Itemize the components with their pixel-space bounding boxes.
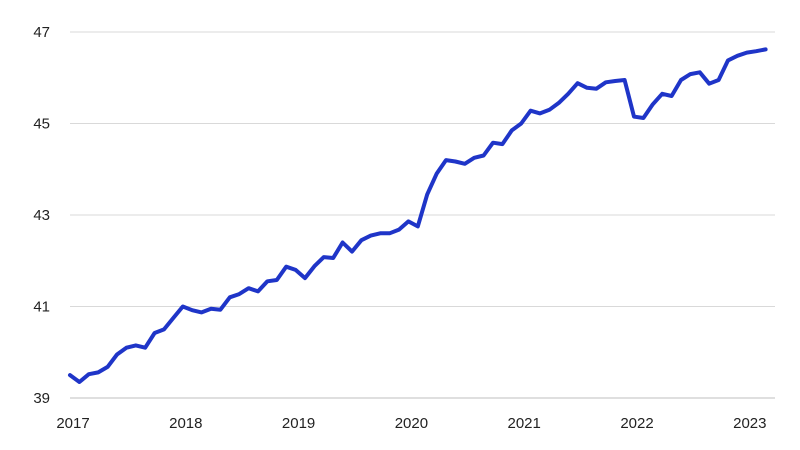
data-point xyxy=(624,79,626,81)
data-point xyxy=(426,193,428,195)
x-tick-label: 2018 xyxy=(169,415,202,432)
data-point xyxy=(501,143,503,145)
data-point xyxy=(558,102,560,104)
data-point xyxy=(520,123,522,124)
data-point xyxy=(389,232,391,234)
data-point xyxy=(379,232,381,234)
data-point xyxy=(69,374,71,376)
data-point xyxy=(201,311,203,313)
data-point xyxy=(342,241,344,243)
x-tick-label: 2020 xyxy=(395,415,428,432)
data-point xyxy=(765,48,767,50)
data-point xyxy=(492,142,494,144)
data-point xyxy=(595,88,597,90)
data-point xyxy=(295,269,297,271)
data-point xyxy=(313,265,315,267)
data-point xyxy=(276,279,278,281)
data-point xyxy=(323,256,325,258)
data-point xyxy=(473,157,475,159)
data-point xyxy=(746,52,748,54)
y-tick-labels: 39 41 43 45 47 xyxy=(33,24,50,407)
data-point xyxy=(248,287,250,289)
x-tick-label: 2021 xyxy=(508,415,541,432)
data-point xyxy=(483,155,485,157)
data-point xyxy=(699,71,701,73)
x-tick-labels: 2017 2018 2019 2020 2021 2022 2023 xyxy=(56,415,766,432)
data-point xyxy=(755,50,757,52)
data-point xyxy=(548,109,550,111)
x-tick-label: 2023 xyxy=(733,415,766,432)
data-point xyxy=(577,82,579,84)
data-point xyxy=(154,332,156,334)
data-point xyxy=(144,347,146,349)
data-point xyxy=(530,110,532,112)
data-point xyxy=(736,55,738,57)
data-point xyxy=(332,257,334,259)
y-tick-label: 47 xyxy=(33,24,50,41)
x-tick-label: 2019 xyxy=(282,415,315,432)
data-point xyxy=(445,159,447,161)
data-point xyxy=(135,344,137,346)
data-point xyxy=(191,309,193,311)
data-point xyxy=(689,73,691,75)
y-gridlines xyxy=(70,31,775,307)
data-point xyxy=(398,229,400,231)
data-point xyxy=(97,371,99,373)
data-point xyxy=(407,220,409,222)
y-tick-label: 39 xyxy=(33,390,50,407)
data-point xyxy=(605,81,607,83)
data-point xyxy=(172,317,174,319)
data-point xyxy=(671,95,673,97)
data-point xyxy=(633,116,635,118)
data-point xyxy=(614,80,616,82)
data-point xyxy=(454,160,456,162)
data-point xyxy=(304,277,306,279)
data-point xyxy=(163,328,165,330)
data-point xyxy=(436,173,438,175)
data-point xyxy=(219,309,221,311)
data-point xyxy=(107,366,109,368)
x-tick-label: 2022 xyxy=(620,415,653,432)
data-point xyxy=(210,308,212,310)
data-point xyxy=(351,251,353,253)
data-point xyxy=(661,93,663,95)
data-point xyxy=(567,93,569,95)
series-line xyxy=(68,47,768,384)
data-point xyxy=(642,117,644,119)
data-point xyxy=(464,163,466,165)
data-point xyxy=(718,79,720,81)
data-point xyxy=(266,280,268,282)
data-point xyxy=(78,381,80,383)
y-tick-label: 45 xyxy=(33,116,50,133)
data-point xyxy=(539,112,541,114)
data-point xyxy=(417,225,419,227)
data-point xyxy=(238,293,240,295)
data-point xyxy=(511,129,513,131)
data-point xyxy=(370,235,372,237)
data-point xyxy=(652,103,654,105)
data-point xyxy=(586,87,588,89)
data-point xyxy=(727,59,729,61)
data-point xyxy=(229,296,231,298)
data-point xyxy=(708,83,710,85)
data-point xyxy=(182,306,184,307)
y-tick-label: 41 xyxy=(33,299,50,316)
data-point xyxy=(285,266,287,268)
x-tick-label: 2017 xyxy=(56,415,89,432)
data-point xyxy=(257,290,259,292)
data-point xyxy=(360,239,362,241)
data-point xyxy=(88,373,90,375)
y-tick-label: 43 xyxy=(33,207,50,224)
data-point xyxy=(125,347,127,349)
data-point xyxy=(116,354,118,356)
series-group xyxy=(68,47,768,384)
data-point xyxy=(680,79,682,81)
